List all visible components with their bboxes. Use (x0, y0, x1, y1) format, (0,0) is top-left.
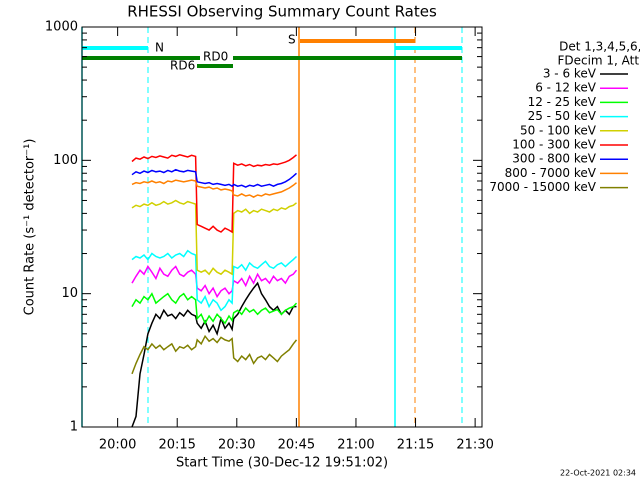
series-line (131, 179, 297, 198)
annotation: RD6 (170, 59, 195, 73)
legend-label: 12 - 25 keV (528, 95, 597, 109)
legend-label: 3 - 6 keV (543, 67, 597, 81)
x-tick-label: 21:00 (337, 438, 374, 453)
y-axis-label: Count Rate (s⁻¹ detector⁻¹) (23, 139, 38, 316)
legend-header: Det 1,3,4,5,6,9, (559, 40, 640, 54)
series-line (131, 168, 298, 188)
x-tick-label: 21:15 (397, 438, 434, 453)
y-tick-label: 10 (61, 286, 78, 301)
x-axis-label: Start Time (30-Dec-12 19:51:02) (176, 456, 388, 471)
series-line (131, 334, 298, 375)
legend-header: FDecim 1, Att 0 (557, 54, 640, 68)
series-line (131, 292, 298, 325)
x-tick-label: 20:15 (158, 438, 195, 453)
annotation: S (288, 33, 296, 47)
y-tick-label: 100 (53, 153, 78, 168)
chart-title: RHESSI Observing Summary Count Rates (127, 3, 437, 21)
x-tick-label: 20:30 (218, 438, 255, 453)
legend-label: 300 - 800 keV (512, 152, 596, 166)
plot-frame (81, 26, 483, 428)
series-line (131, 154, 297, 234)
x-tick-label: 20:45 (278, 438, 315, 453)
annotations: N S RD0 RD6 (155, 33, 296, 73)
annotation: N (155, 41, 164, 55)
state-lines (81, 27, 463, 427)
legend-label: 100 - 300 keV (512, 138, 596, 152)
series-line (131, 199, 297, 276)
annotation: RD0 (203, 50, 228, 64)
timestamp: 22-Oct-2021 02:34 (560, 469, 636, 478)
series-line (131, 249, 298, 312)
y-tick-label: 1 (70, 420, 78, 435)
y-tick-label: 1000 (45, 20, 78, 35)
legend-label: 7000 - 15000 keV (489, 180, 596, 194)
x-tick-label: 21:30 (456, 438, 493, 453)
series-line (131, 281, 297, 428)
legend-label: 25 - 50 keV (528, 109, 597, 123)
series-line (131, 265, 298, 299)
x-tick-label: 20:00 (99, 438, 136, 453)
legend-label: 800 - 7000 keV (505, 166, 597, 180)
legend-label: 6 - 12 keV (535, 81, 597, 95)
legend-label: 50 - 100 keV (520, 123, 597, 137)
